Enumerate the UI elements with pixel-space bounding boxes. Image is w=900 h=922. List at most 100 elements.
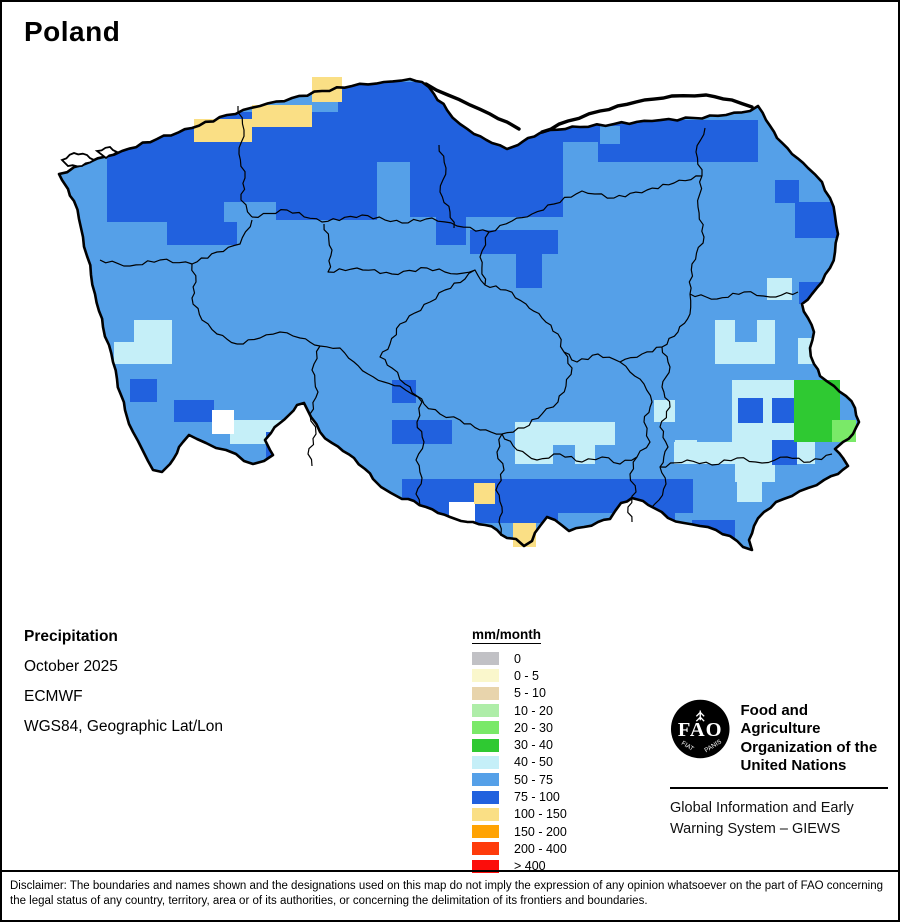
raster-cell [795, 438, 815, 464]
raster-cell [832, 420, 856, 442]
org-name: Food and Agriculture Organization of the… [741, 698, 888, 775]
legend-swatch [472, 773, 499, 787]
raster-cell [252, 105, 312, 127]
legend-swatch [472, 704, 499, 718]
legend-label: 50 - 75 [514, 772, 553, 787]
legend-row: 200 - 400 [472, 840, 567, 857]
legend-title: mm/month [472, 627, 541, 644]
map-source: ECMWF [24, 688, 83, 705]
legend-row: 40 - 50 [472, 754, 567, 771]
org-name-line: United Nations [740, 756, 847, 774]
giews-label: Global Information and Early Warning Sys… [670, 798, 888, 840]
raster-cell [795, 202, 859, 238]
raster-cell [516, 252, 542, 288]
org-name-line: Organization of the [740, 738, 878, 756]
legend-swatch [472, 842, 499, 856]
raster-cell [130, 379, 157, 402]
country-border [57, 77, 861, 552]
raster-cell [775, 180, 799, 203]
raster-cell [598, 120, 758, 162]
legend-row: 50 - 75 [472, 771, 567, 788]
legend-swatch [472, 859, 499, 873]
legend-label: 150 - 200 [514, 824, 567, 839]
raster-cell [553, 422, 615, 445]
raster-cell [474, 483, 495, 504]
raster-cell [600, 126, 620, 144]
legend-row: > 400 [472, 858, 567, 875]
giews-line: Warning System – GIEWS [670, 821, 841, 838]
raster-cell [470, 230, 558, 254]
disclaimer-strip: Disclaimer: The boundaries and names sho… [2, 870, 898, 920]
legend-label: 5 - 10 [514, 686, 546, 701]
raster-cell [312, 77, 342, 102]
map-period: October 2025 [24, 658, 118, 675]
raster-cell [515, 422, 553, 464]
legend-row: 0 - 5 [472, 667, 567, 684]
raster-cell [338, 82, 563, 162]
raster-cell [772, 440, 797, 465]
legend-rows: 0 0 - 5 5 - 10 10 - 20 20 - 30 30 - 40 40 - 50… [472, 650, 567, 875]
raster-cell [114, 342, 172, 364]
legend-label: 30 - 40 [514, 738, 553, 753]
legend-label: 20 - 30 [514, 720, 553, 735]
disclaimer-text: Disclaimer: The boundaries and names sho… [10, 880, 884, 908]
legend-swatch [472, 652, 499, 666]
legend-row: 20 - 30 [472, 719, 567, 736]
legend-swatch [472, 686, 499, 700]
raster-cell [674, 442, 735, 464]
map-info-block: Precipitation October 2025 ECMWF WGS84, … [24, 628, 223, 748]
legend-swatch [472, 825, 499, 839]
raster-cell [224, 202, 276, 222]
legend-label: 40 - 50 [514, 755, 553, 770]
legend: mm/month 0 0 - 5 5 - 10 10 - 20 20 - 30 30 - … [472, 626, 567, 875]
legend-label: 0 [514, 651, 521, 666]
legend-row: 100 - 150 [472, 806, 567, 823]
legend-swatch [472, 738, 499, 752]
legend-label: 10 - 20 [514, 703, 553, 718]
map-parameter: Precipitation [24, 628, 118, 645]
raster-cell [107, 134, 170, 222]
legend-row: 30 - 40 [472, 736, 567, 753]
raster-cell [410, 162, 563, 217]
vistula-spit-coast [540, 93, 754, 134]
raster-cell [692, 520, 735, 546]
raster-cell [167, 220, 237, 245]
raster-cell [212, 410, 234, 434]
island [60, 152, 96, 168]
giews-line: Global Information and Early [670, 800, 854, 817]
raster-cell [737, 482, 762, 502]
legend-row: 150 - 200 [472, 823, 567, 840]
legend-label: 200 - 400 [514, 841, 567, 856]
coastline [424, 82, 754, 134]
raster-cell [738, 398, 763, 423]
legend-row: 75 - 100 [472, 788, 567, 805]
legend-label: 100 - 150 [514, 807, 567, 822]
fao-logo: FAO FIAT PANIS [670, 699, 730, 759]
legend-label: 75 - 100 [514, 790, 560, 805]
legend-swatch [472, 721, 499, 735]
raster-cell [772, 398, 797, 423]
wheat-icon [695, 710, 705, 722]
fao-branding: FAO FIAT PANIS Food and Agriculture Orga… [670, 698, 888, 840]
legend-swatch [472, 669, 499, 683]
legend-label: 0 - 5 [514, 668, 540, 683]
map-projection: WGS84, Geographic Lat/Lon [24, 718, 224, 735]
island [94, 146, 119, 160]
precipitation-cells [107, 82, 859, 546]
raster-cell [767, 278, 792, 300]
voivodeship-borders [99, 106, 833, 537]
org-name-line: Food and Agriculture [740, 702, 821, 738]
legend-row: 5 - 10 [472, 685, 567, 702]
poland-precipitation-map [57, 77, 861, 552]
legend-label: > 400 [514, 859, 546, 874]
precipitation-cells-coastal [194, 77, 856, 547]
page-title: Poland [24, 16, 121, 47]
legend-row: 0 [472, 650, 567, 667]
hel-peninsula [424, 82, 521, 131]
raster-cell [174, 400, 214, 422]
branding-divider [670, 787, 888, 790]
raster-cell [513, 523, 536, 547]
legend-swatch [472, 755, 499, 769]
raster-cell [194, 119, 252, 142]
